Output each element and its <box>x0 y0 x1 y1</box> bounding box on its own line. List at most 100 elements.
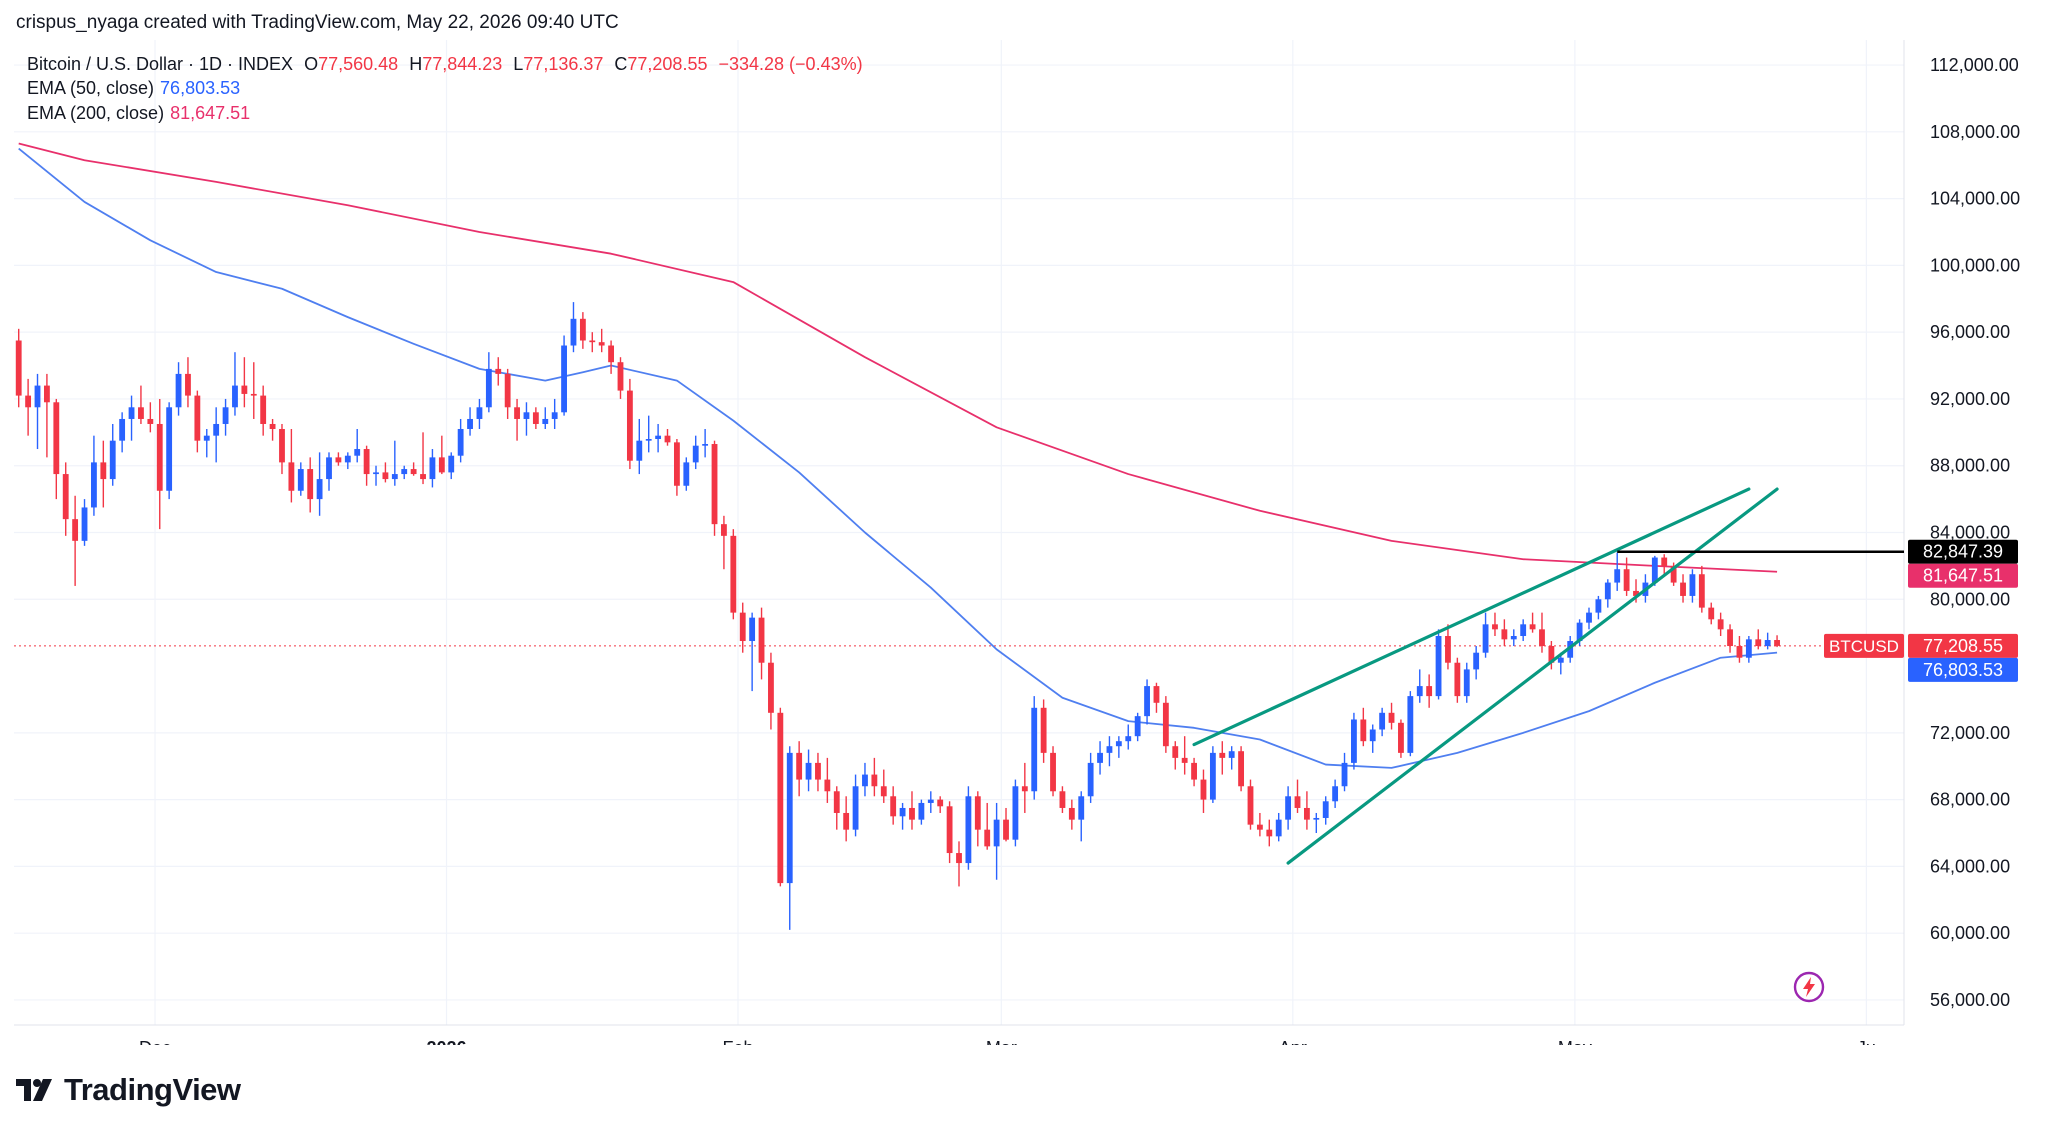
symbol-tag-bg <box>1824 633 1904 658</box>
candle-down <box>241 385 248 394</box>
candle-down <box>156 423 163 491</box>
candle-down <box>711 444 718 525</box>
tradingview-logo[interactable]: TradingView <box>16 1072 241 1108</box>
candle-down <box>438 457 445 473</box>
candle-down <box>1238 751 1245 787</box>
x-tick-label: 2026 <box>427 1038 467 1045</box>
candle-up <box>316 479 323 500</box>
candle-down <box>269 423 276 429</box>
candle-up <box>457 428 464 456</box>
candle-up <box>1341 762 1348 787</box>
candle-up <box>1031 707 1038 792</box>
candle-down <box>1266 829 1273 837</box>
x-tick-label: Feb <box>723 1038 754 1045</box>
x-tick-label: Ju <box>1857 1038 1876 1045</box>
candle-up <box>965 796 972 864</box>
candle-down <box>598 342 605 346</box>
candle-down <box>871 774 878 787</box>
high-value: 77,844.23 <box>422 54 503 74</box>
candle-up <box>109 440 116 480</box>
candle-down <box>1454 662 1461 697</box>
legend-ema50-row[interactable]: EMA (50, close) 76,803.53 <box>27 78 246 99</box>
flash-icon[interactable] <box>1792 970 1826 1009</box>
y-tick-label: 100,000.00 <box>1930 255 2020 275</box>
candle-up <box>1764 640 1771 647</box>
candle-down <box>617 362 624 391</box>
candle-down <box>1388 712 1395 723</box>
candle-down <box>1633 590 1639 596</box>
candle-up <box>1012 786 1019 840</box>
candle-down <box>495 368 502 374</box>
candle-down <box>1219 752 1226 758</box>
candle-up <box>1463 669 1470 697</box>
symbol-tag: BTCUSD <box>1829 637 1899 656</box>
candle-up <box>203 435 210 441</box>
candle-down <box>1548 646 1555 663</box>
legend-symbol-row[interactable]: Bitcoin / U.S. Dollar · 1D · INDEX O77,5… <box>27 54 869 75</box>
price-axis-label-bg <box>1908 563 2018 588</box>
candle-up <box>476 407 483 419</box>
candle-up <box>1115 741 1122 747</box>
ema200-label[interactable]: EMA (200, close) <box>27 103 165 123</box>
candle-down <box>843 812 850 830</box>
ema50-value: 76,803.53 <box>160 78 241 98</box>
symbol-title[interactable]: Bitcoin / U.S. Dollar · 1D · INDEX <box>27 54 294 74</box>
candle-down <box>777 712 784 884</box>
candle-up <box>391 474 398 480</box>
tradingview-logo-icon <box>16 1079 52 1101</box>
candle-down <box>1181 757 1188 763</box>
candle-up <box>448 455 455 473</box>
candle-up <box>1689 574 1696 596</box>
price-axis-label: 77,208.55 <box>1923 636 2003 656</box>
ema200-value: 81,647.51 <box>170 103 251 123</box>
close-label: C <box>614 54 628 74</box>
candle-down <box>279 428 285 463</box>
candle-down <box>946 806 953 854</box>
y-tick-label: 104,000.00 <box>1930 189 2020 209</box>
candle-up <box>786 752 793 884</box>
candle-up <box>1209 752 1216 800</box>
candle-up <box>1482 624 1489 653</box>
candle-up <box>429 457 436 480</box>
candle-up <box>702 444 709 446</box>
chart-frame[interactable]: 112,000.00 108,000.00 104,000.00 100,000.00… <box>14 40 2038 1045</box>
candle-up <box>918 802 925 820</box>
legend-ema200-row[interactable]: EMA (200, close) 81,647.51 <box>27 103 256 124</box>
ema50-line <box>18 147 1778 769</box>
candle-up <box>993 819 1000 847</box>
price-axis-label-bg <box>1908 539 2018 564</box>
candle-up <box>1473 652 1480 670</box>
candle-down <box>307 469 314 500</box>
high-label: H <box>409 54 423 74</box>
candle-up <box>213 423 220 436</box>
ema50-label[interactable]: EMA (50, close) <box>27 78 155 98</box>
candle-down <box>260 395 267 424</box>
candle-down <box>250 393 257 396</box>
candle-down <box>1003 819 1009 840</box>
candle-down <box>1539 629 1545 647</box>
candle-down <box>833 791 840 813</box>
candle-up <box>1134 716 1141 737</box>
open-value: 77,560.48 <box>318 54 399 74</box>
candle-down <box>1021 786 1028 792</box>
candle-up <box>34 385 41 408</box>
candle-down <box>1303 807 1310 820</box>
candle-up <box>852 786 859 830</box>
candle-up <box>166 407 173 491</box>
candle-up <box>1369 729 1376 742</box>
candle-up <box>401 469 408 475</box>
price-chart[interactable]: 112,000.00 108,000.00 104,000.00 100,000.00… <box>14 40 2038 1045</box>
y-tick-label: 96,000.00 <box>1930 322 2010 342</box>
candle-up <box>542 418 549 424</box>
candle-up <box>645 439 652 441</box>
candle-down <box>1736 646 1743 658</box>
y-tick-label: 92,000.00 <box>1930 389 2010 409</box>
candle-down <box>382 472 389 480</box>
candle-up <box>1351 719 1357 763</box>
brand-name: TradingView <box>64 1072 241 1107</box>
candle-up <box>1313 817 1320 820</box>
candle-down <box>909 807 915 820</box>
candle-down <box>1755 639 1762 647</box>
candle-down <box>1529 624 1536 630</box>
candle-up <box>1651 557 1658 583</box>
